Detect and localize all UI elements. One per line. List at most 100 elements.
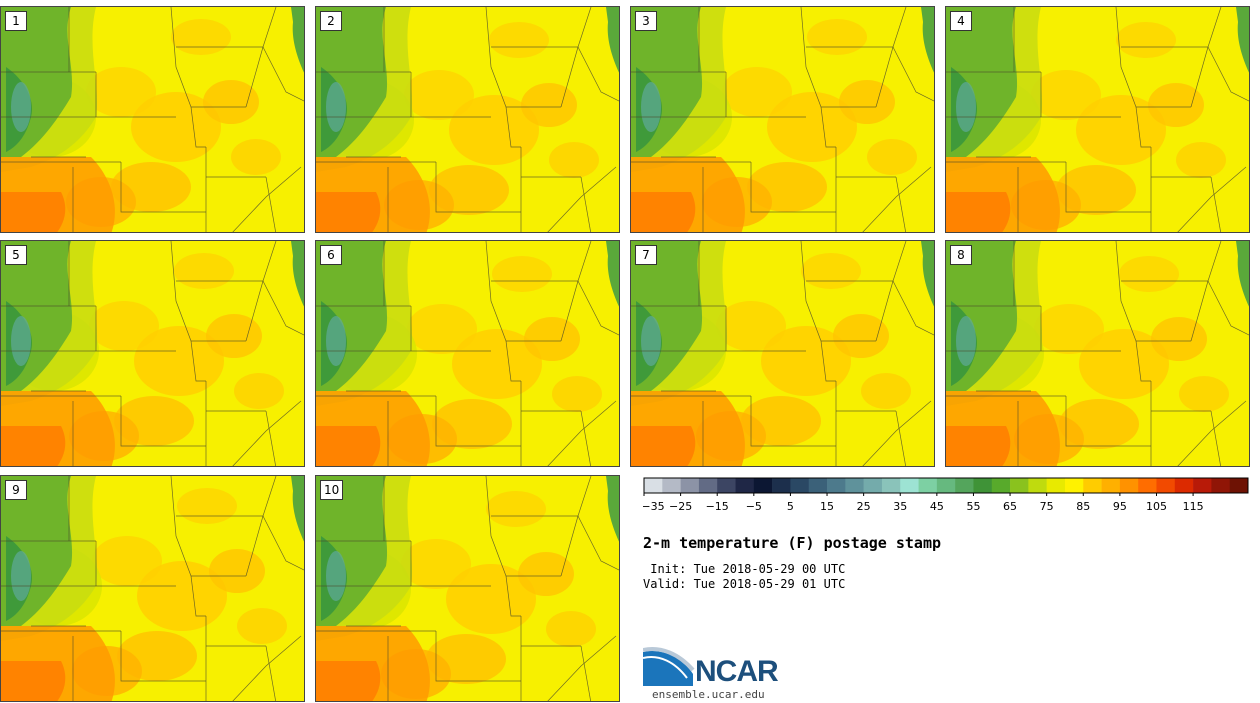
warm-area bbox=[1151, 317, 1207, 361]
state-border bbox=[435, 162, 521, 213]
state-border bbox=[120, 396, 206, 447]
warm-area bbox=[237, 608, 287, 644]
warm-area bbox=[1031, 70, 1101, 120]
colorbar-bin bbox=[753, 478, 773, 493]
colorbar-bin bbox=[1028, 478, 1047, 493]
logo-text: NCAR bbox=[695, 655, 779, 688]
colorbar-bin bbox=[790, 478, 810, 493]
warm-area bbox=[767, 92, 857, 162]
member-panel-7: 7 bbox=[630, 240, 935, 467]
state-border bbox=[577, 46, 619, 102]
state-border bbox=[580, 176, 592, 232]
state-border bbox=[577, 280, 619, 336]
member-label: 4 bbox=[950, 11, 972, 31]
hottest-area bbox=[316, 661, 381, 701]
state-border bbox=[435, 631, 521, 682]
warm-area bbox=[524, 317, 580, 361]
warm-area bbox=[177, 488, 237, 524]
colorbar-bin bbox=[845, 478, 864, 493]
hottest-area bbox=[946, 426, 1011, 466]
member-panel-6: 6 bbox=[315, 240, 620, 467]
member-label: 8 bbox=[950, 245, 972, 265]
ncar-logo-icon bbox=[643, 647, 695, 686]
colorbar-bin bbox=[1119, 478, 1139, 493]
warm-area bbox=[231, 139, 281, 175]
colorbar-tick-label: 105 bbox=[1146, 500, 1167, 513]
warm-area bbox=[839, 80, 895, 124]
state-border bbox=[120, 162, 206, 213]
warm-area bbox=[407, 304, 477, 354]
member-label: 2 bbox=[320, 11, 342, 31]
colorbar-tick-label: 5 bbox=[787, 500, 794, 513]
cold-peak-area bbox=[326, 316, 346, 366]
state-border bbox=[547, 400, 617, 466]
cold-peak-area bbox=[11, 316, 31, 366]
state-border bbox=[577, 515, 619, 571]
colorbar-bin bbox=[644, 478, 663, 493]
state-border bbox=[435, 396, 521, 447]
colorbar-tick-label: −5 bbox=[746, 500, 762, 513]
hottest-area bbox=[631, 192, 696, 232]
hottest-area bbox=[1, 426, 66, 466]
warm-area bbox=[1119, 256, 1179, 292]
member-label: 7 bbox=[635, 245, 657, 265]
state-border bbox=[1207, 46, 1249, 102]
colorbar-bin bbox=[863, 478, 883, 493]
lake-shore-area bbox=[921, 7, 934, 73]
warm-area bbox=[89, 301, 159, 351]
lake-shore-area bbox=[606, 476, 619, 542]
member-panel-3: 3 bbox=[630, 6, 935, 233]
warm-area bbox=[234, 373, 284, 409]
state-border bbox=[265, 176, 277, 232]
state-border bbox=[892, 280, 934, 336]
cold-peak-area bbox=[326, 82, 346, 132]
colorbar-tick-label: 15 bbox=[820, 500, 834, 513]
state-border bbox=[862, 166, 932, 232]
member-panel-5: 5 bbox=[0, 240, 305, 467]
state-border bbox=[262, 46, 304, 102]
warm-area bbox=[137, 561, 227, 631]
colorbar-bin bbox=[735, 478, 755, 493]
colorbar-bin bbox=[1229, 478, 1249, 493]
colorbar-bin bbox=[1101, 478, 1121, 493]
colorbar-tick-label: 95 bbox=[1113, 500, 1127, 513]
state-border bbox=[895, 176, 907, 232]
colorbar-bin bbox=[936, 478, 956, 493]
colorbar: −35 −25 −15 −5 5 15 25 35 45 55 65 75 85 95 105 115 bbox=[643, 477, 1249, 513]
warm-area bbox=[404, 70, 474, 120]
colorbar-bin bbox=[1010, 478, 1029, 493]
member-label: 3 bbox=[635, 11, 657, 31]
warm-area bbox=[492, 256, 552, 292]
warm-area bbox=[521, 83, 577, 127]
warm-area bbox=[1116, 22, 1176, 58]
colorbar-bin bbox=[1211, 478, 1230, 493]
state-border bbox=[580, 645, 592, 701]
warm-area bbox=[1148, 83, 1204, 127]
warm-area bbox=[86, 67, 156, 117]
colorbar-bin bbox=[900, 478, 919, 493]
colorbar-bin bbox=[973, 478, 993, 493]
colorbar-bin bbox=[1138, 478, 1157, 493]
colorbar-bin bbox=[1156, 478, 1176, 493]
warm-area bbox=[452, 329, 542, 399]
lake-shore-area bbox=[606, 7, 619, 73]
temperature-map bbox=[946, 241, 1249, 466]
member-label: 10 bbox=[320, 480, 344, 500]
colorbar-bin bbox=[881, 478, 901, 493]
warm-area bbox=[716, 301, 786, 351]
colorbar-bin bbox=[698, 478, 718, 493]
hottest-area bbox=[946, 192, 1011, 232]
state-border bbox=[895, 410, 907, 466]
colorbar-bin bbox=[1083, 478, 1102, 493]
colorbar-bin bbox=[680, 478, 700, 493]
warm-area bbox=[449, 95, 539, 165]
cold-peak-area bbox=[956, 316, 976, 366]
warm-area bbox=[1034, 304, 1104, 354]
colorbar-bin bbox=[772, 478, 791, 493]
hottest-area bbox=[316, 426, 381, 466]
lake-shore-area bbox=[1236, 7, 1249, 73]
temperature-map bbox=[1, 241, 304, 466]
state-border bbox=[232, 400, 302, 466]
lake-shore-area bbox=[291, 476, 304, 542]
warm-area bbox=[801, 253, 861, 289]
